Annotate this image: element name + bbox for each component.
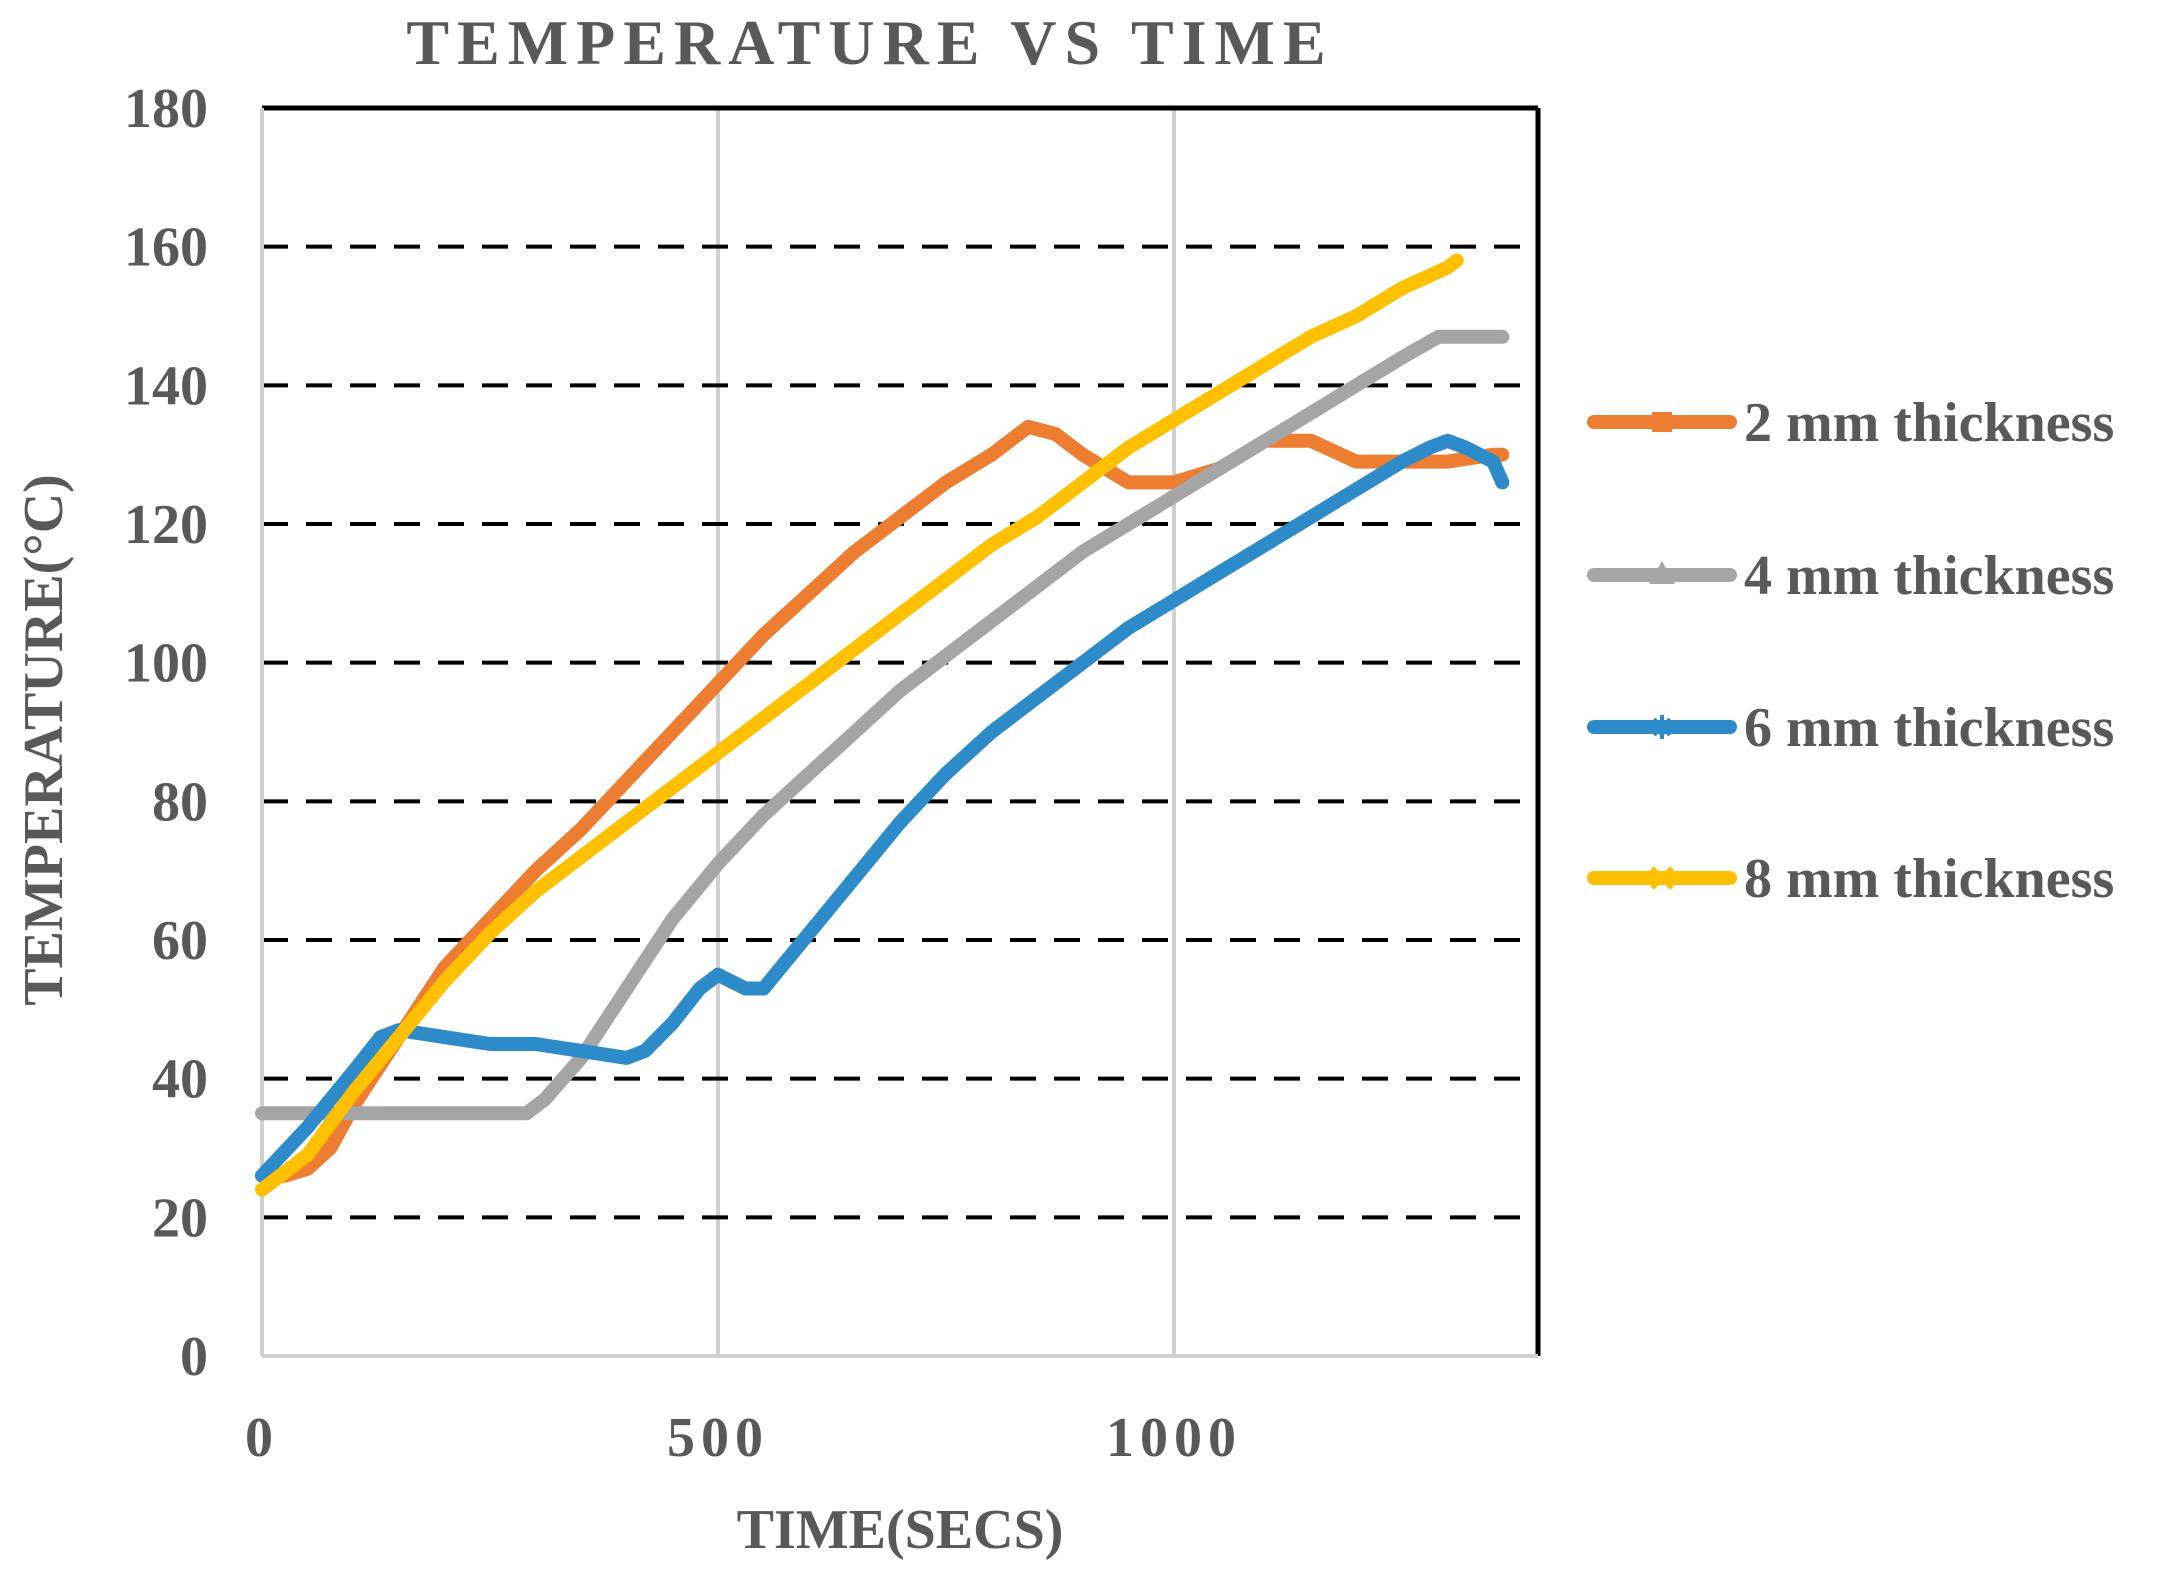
legend-label-1: 2 mm thickness	[1744, 392, 2114, 454]
chart-title: TEMPERATURE VS TIME	[406, 7, 1333, 78]
y-tick-label: 60	[152, 910, 208, 972]
y-tick-label: 160	[124, 217, 208, 279]
y-axis-label: TEMPERATURE(°C)	[13, 474, 75, 1006]
y-tick-label: 20	[152, 1187, 208, 1249]
axes	[260, 105, 1541, 1358]
x-tick-label: 1000	[1106, 1407, 1242, 1469]
series-lines	[255, 253, 1510, 1197]
x-marker-icon	[1650, 866, 1674, 890]
series-line-3	[255, 433, 1510, 1183]
series-line-4	[255, 253, 1464, 1197]
y-tick-label: 80	[152, 771, 208, 833]
y-tick-label: 120	[124, 494, 208, 556]
y-tick-label: 180	[124, 78, 208, 140]
x-axis-label: TIME(SECS)	[737, 1499, 1064, 1561]
series-line-2	[255, 329, 1510, 1121]
x-tick-label: 500	[667, 1407, 769, 1469]
y-tick-label: 0	[180, 1326, 208, 1388]
star-marker-icon	[1650, 715, 1674, 739]
y-tick-label: 100	[124, 633, 208, 695]
tick-labels: 0 20 40 60 80 100 120 140 160 180 0 500 1000	[124, 78, 1242, 1469]
y-tick-label: 140	[124, 355, 208, 417]
triangle-marker-icon	[1649, 561, 1675, 584]
y-tick-label: 40	[152, 1049, 208, 1111]
legend-label-4: 8 mm thickness	[1744, 848, 2114, 910]
square-marker-icon	[1652, 412, 1672, 432]
legend-label-3: 6 mm thickness	[1744, 697, 2114, 759]
legend: 2 mm thickness 4 mm thickness 6 mm thickne…	[1587, 392, 2114, 910]
grid	[262, 108, 1520, 1356]
legend-label-2: 4 mm thickness	[1744, 545, 2114, 607]
x-tick-label: 0	[245, 1407, 279, 1469]
